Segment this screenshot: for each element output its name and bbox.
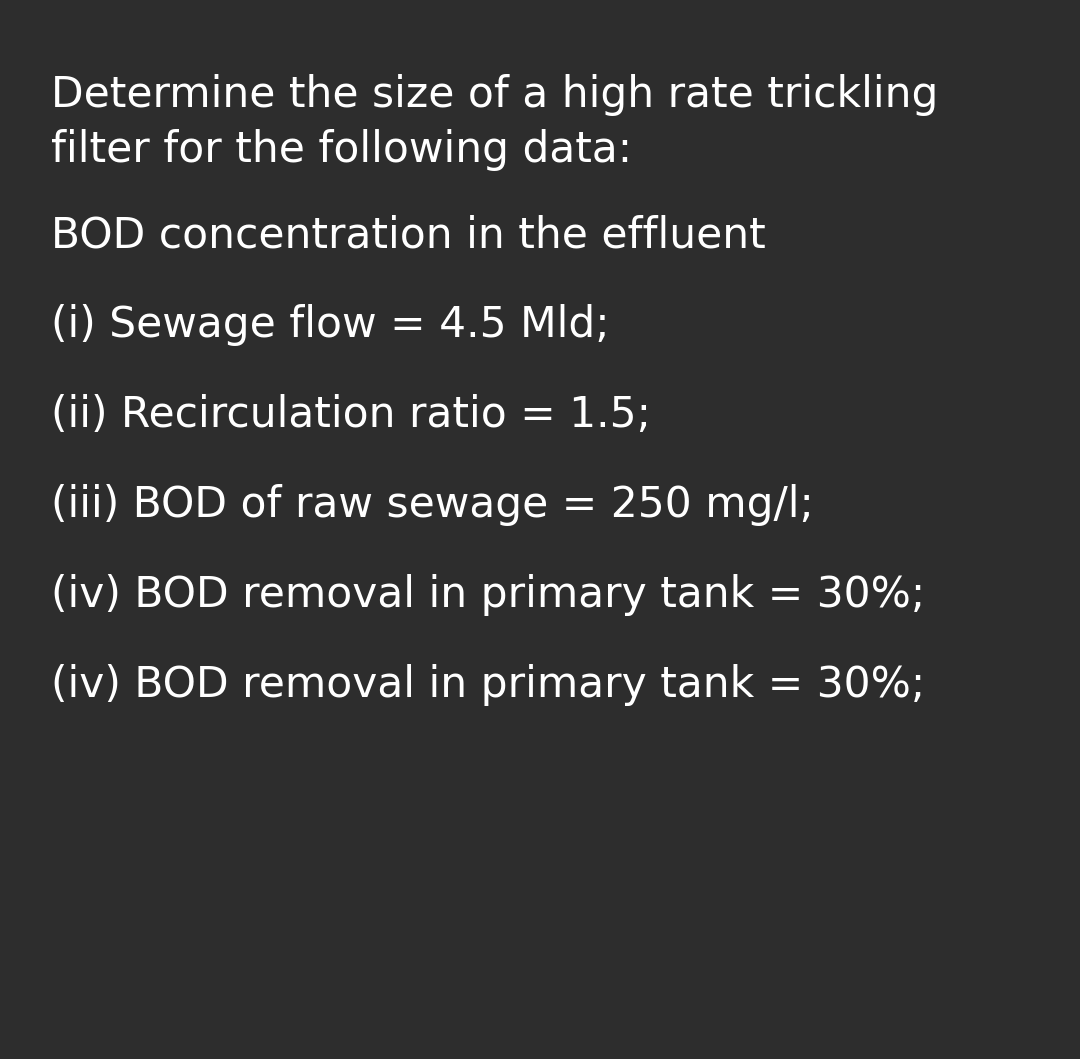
Text: BOD concentration in the effluent: BOD concentration in the effluent bbox=[51, 214, 766, 256]
Text: (i) Sewage flow = 4.5 Mld;: (i) Sewage flow = 4.5 Mld; bbox=[51, 304, 609, 346]
Text: (iii) BOD of raw sewage = 250 mg/l;: (iii) BOD of raw sewage = 250 mg/l; bbox=[51, 484, 813, 526]
Text: (iv) BOD removal in primary tank = 30%;: (iv) BOD removal in primary tank = 30%; bbox=[51, 664, 924, 706]
Text: Determine the size of a high rate trickling: Determine the size of a high rate trickl… bbox=[51, 74, 939, 116]
Text: filter for the following data:: filter for the following data: bbox=[51, 129, 632, 172]
Text: (ii) Recirculation ratio = 1.5;: (ii) Recirculation ratio = 1.5; bbox=[51, 394, 651, 436]
Text: (iv) BOD removal in primary tank = 30%;: (iv) BOD removal in primary tank = 30%; bbox=[51, 574, 924, 616]
